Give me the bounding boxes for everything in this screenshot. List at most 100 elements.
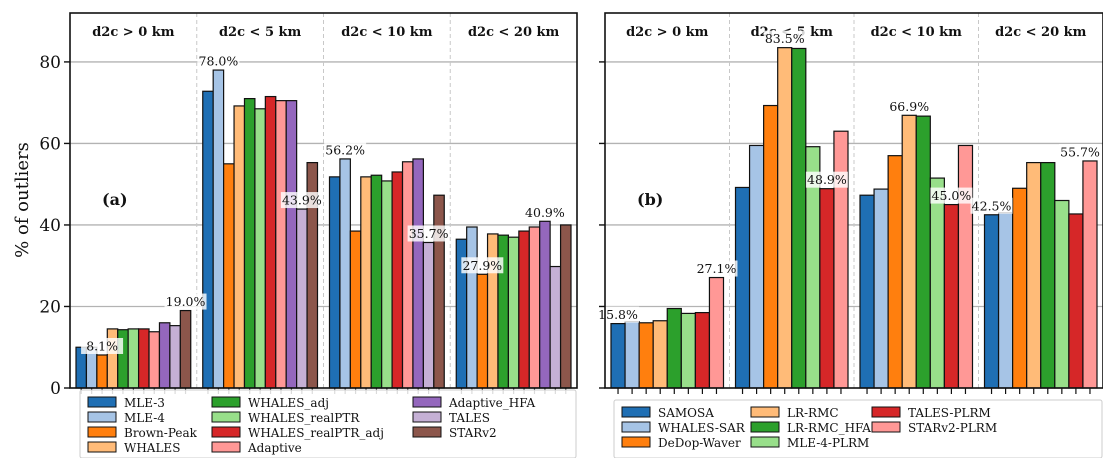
data-label-bg xyxy=(164,293,207,310)
bar-lr-rmc-hfa xyxy=(791,47,807,389)
legend-swatch xyxy=(412,396,442,408)
data-label-bg xyxy=(805,171,848,188)
bar-mle-4-plrm xyxy=(680,312,696,389)
legend-swatch xyxy=(750,421,780,433)
legend-swatch xyxy=(87,396,117,408)
bar-starv2 xyxy=(433,194,445,389)
legend-item: TALES-PLRM xyxy=(871,406,991,420)
bar-dedop-waver xyxy=(763,104,779,389)
data-label-bg xyxy=(197,53,240,70)
bar-adaptive xyxy=(528,226,541,389)
legend-item: STARv2-PLRM xyxy=(871,421,997,435)
y-axis-label: % of outliers xyxy=(12,142,33,258)
data-label: 45.0% xyxy=(932,188,972,203)
legend-swatch xyxy=(87,411,117,423)
bar-samosa xyxy=(983,214,1000,389)
data-label: 27.9% xyxy=(462,258,502,273)
bar-whales-realptr xyxy=(254,108,266,389)
data-label-bg xyxy=(523,204,566,221)
legend-label: DeDop-Waver xyxy=(658,436,741,450)
bar-mle-4-plrm xyxy=(929,177,945,389)
bar-lr-rmc xyxy=(777,47,793,389)
bar-mle-4-plrm xyxy=(1054,199,1070,389)
legend-label: Adaptive_HFA xyxy=(448,396,535,410)
bar-whales-realptr-adj xyxy=(391,171,404,389)
legend-label: MLE-3 xyxy=(124,396,165,410)
legend-label: WHALES-SAR xyxy=(658,421,746,435)
data-label-bg xyxy=(81,337,124,354)
legend-item: MLE-4-PLRM xyxy=(750,436,869,450)
legend-label: TALES xyxy=(449,411,490,425)
plot-frame xyxy=(69,12,578,389)
bar-tales xyxy=(549,265,562,389)
data-label: 15.8% xyxy=(598,307,638,322)
legend-label: WHALES_realPTR xyxy=(248,411,360,425)
bar-brown-peak xyxy=(349,230,362,389)
bar-whales-adj xyxy=(243,97,256,389)
panel-a: d2c > 0 km d2c < 5 km d2c < 10 km d2c < 20 … xyxy=(12,12,578,458)
bar-adaptive-hfa xyxy=(412,158,424,389)
category-header: d2c < 10 km xyxy=(871,25,963,40)
bar-tales xyxy=(169,325,181,389)
legend-swatch xyxy=(621,421,651,433)
bar-whales xyxy=(360,176,372,389)
category-header: d2c < 20 km xyxy=(995,25,1087,40)
legend-swatch xyxy=(621,436,651,448)
legend-swatch xyxy=(211,426,241,438)
bar-whales-realptr-adj xyxy=(137,328,150,389)
bar-whales-adj xyxy=(370,174,383,389)
y-tick-label: 0 xyxy=(50,379,61,399)
bar-starv2-plrm xyxy=(957,144,974,389)
legend-swatch xyxy=(87,426,117,438)
bar-whales-realptr-adj xyxy=(264,95,277,389)
bar-whales-sar xyxy=(873,188,889,389)
data-label: 42.5% xyxy=(972,198,1012,213)
legend-label: Brown-Peak xyxy=(124,426,198,440)
bar-samosa xyxy=(859,194,875,389)
bar-starv2-plrm xyxy=(1082,160,1098,389)
bar-tales-plrm xyxy=(819,188,835,389)
legend-item: LR-RMC xyxy=(750,406,839,420)
legend: MLE-3MLE-4Brown-PeakWHALESWHALES_adjWHAL… xyxy=(79,389,577,458)
legend-item: WHALES xyxy=(87,441,180,455)
bar-dedop-waver xyxy=(887,155,903,389)
bar-lr-rmc-hfa xyxy=(666,307,682,389)
category-header: d2c > 0 km xyxy=(626,25,709,40)
bar-lr-rmc xyxy=(901,114,917,389)
data-label: 27.1% xyxy=(697,261,737,276)
bar-starv2-plrm xyxy=(708,276,725,389)
bar-starv2 xyxy=(179,309,192,389)
bar-whales-realptr xyxy=(381,180,393,389)
legend-item: STARv2 xyxy=(412,426,497,440)
legend-item: SAMOSA xyxy=(621,406,714,420)
data-label-bg xyxy=(1059,143,1101,160)
bar-starv2 xyxy=(559,224,572,389)
legend-label: STARv2-PLRM xyxy=(908,421,997,435)
legend-label: WHALES_realPTR_adj xyxy=(248,426,384,440)
bar-adaptive xyxy=(401,161,414,389)
data-label: 8.1% xyxy=(86,338,118,353)
bar-adaptive-hfa xyxy=(539,220,551,389)
data-label-bg xyxy=(970,197,1013,214)
bar-mle-4 xyxy=(339,158,351,389)
y-tick-label: 40 xyxy=(39,216,61,236)
legend-item: DeDop-Waver xyxy=(621,436,741,450)
category-header: d2c < 20 km xyxy=(468,25,560,40)
legend-label: STARv2 xyxy=(449,426,497,440)
bar-whales-realptr xyxy=(507,236,520,389)
data-label: 83.5% xyxy=(765,31,805,46)
legend-item: MLE-4 xyxy=(87,411,165,425)
bar-dedop-waver xyxy=(1012,187,1028,389)
bar-tales-plrm xyxy=(943,203,960,389)
legend-label: MLE-4 xyxy=(124,411,165,425)
bar-lr-rmc-hfa xyxy=(915,115,931,389)
bar-lr-rmc xyxy=(652,320,668,389)
data-label-bg xyxy=(695,260,738,277)
bar-tales-plrm xyxy=(1068,213,1084,389)
legend-item: Adaptive xyxy=(211,441,302,455)
legend-label: LR-RMC xyxy=(787,406,839,420)
legend-swatch xyxy=(412,426,442,438)
category-header: d2c > 0 km xyxy=(92,25,175,40)
y-tick-label: 80 xyxy=(39,53,61,73)
